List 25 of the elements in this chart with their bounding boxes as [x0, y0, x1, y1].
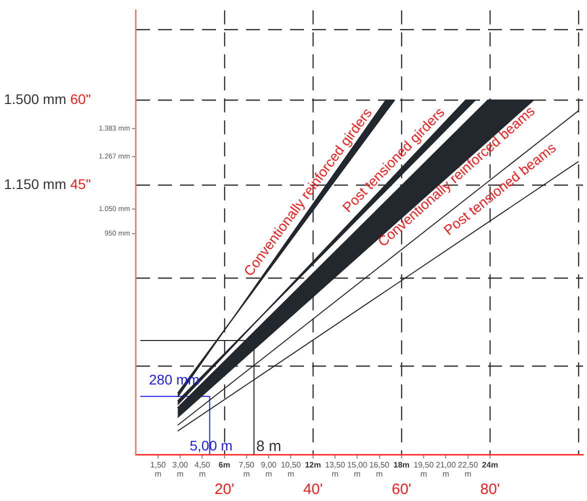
x2-tick-label: 80': [480, 481, 500, 498]
x-tick-label: 3,00 m: [172, 460, 189, 479]
x-tick-label: 24m: [482, 460, 498, 470]
x-tick-label: 19,50 m: [414, 460, 434, 479]
y3-tick-label: 1.150 mm: [4, 176, 66, 192]
x-tick-label: 10,50 m: [280, 460, 302, 479]
x2-tick-label: 40': [303, 481, 323, 498]
x-tick-label: 22,50 m: [458, 460, 478, 479]
x-tick-label: 7,50 m: [238, 460, 255, 479]
annotation: 8 m: [256, 438, 282, 455]
x-tick-label: 21,00 m: [436, 460, 456, 479]
x-tick-label: 15,00 m: [347, 460, 368, 479]
x-tick-label: 18m: [394, 460, 410, 470]
y2-tick-label: 60": [70, 90, 91, 107]
x-tick-label: 4,50 m: [194, 460, 211, 479]
x-tick-label: 1,50 m: [150, 460, 166, 479]
x-tick-label: 12m: [304, 460, 321, 470]
x-tick-label: 16,50 m: [369, 460, 390, 479]
x-tick-label: 13,50 m: [325, 460, 346, 479]
y2-tick-label: 45": [70, 176, 91, 192]
x2-tick-label: 20': [214, 481, 234, 498]
x-tick-label: 9,00 m: [260, 460, 278, 479]
y3-tick-label: 1.500 mm: [4, 90, 66, 107]
x-tick-label: 6m: [218, 460, 230, 470]
x2-tick-label: 60': [392, 481, 412, 498]
